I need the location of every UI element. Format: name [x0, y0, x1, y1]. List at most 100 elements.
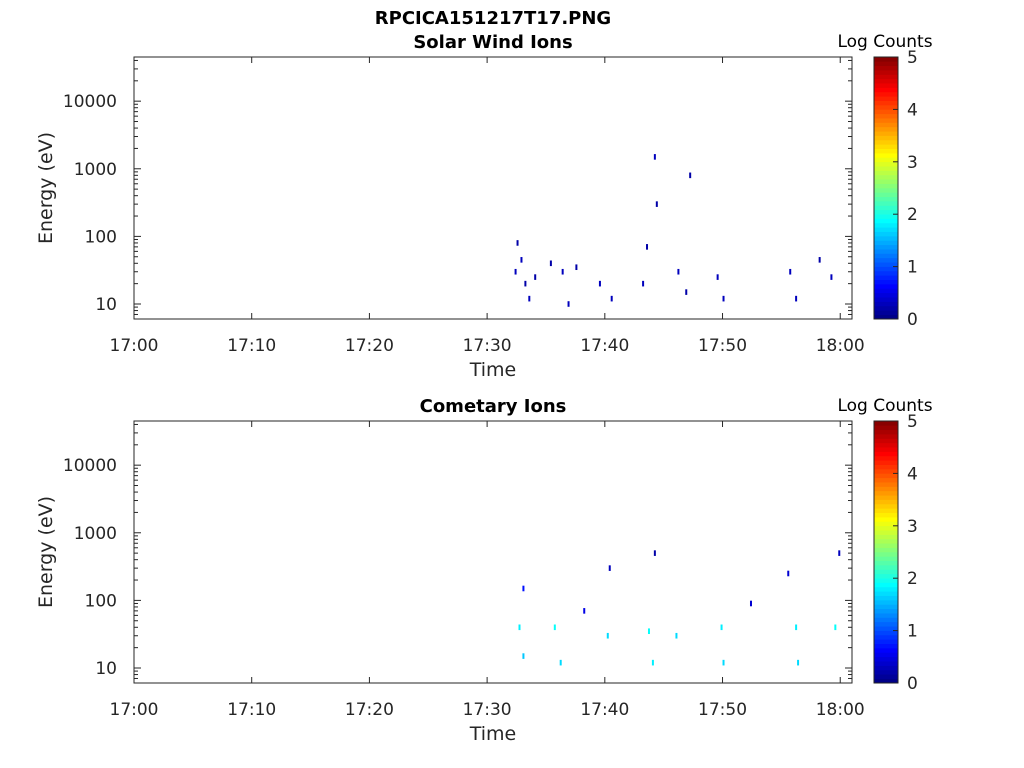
panel-title: Solar Wind Ions: [413, 32, 572, 53]
colorbar-segment: [874, 100, 898, 106]
heatmap-cell: [795, 295, 798, 302]
x-tick-label: 17:10: [227, 700, 276, 720]
heatmap-cell: [689, 172, 692, 179]
colorbar-segment: [874, 612, 898, 618]
colorbar-segment: [874, 122, 898, 128]
colorbar-tick-label: 3: [907, 517, 918, 537]
y-axis-label: Energy (eV): [35, 496, 57, 608]
heatmap-cell: [653, 154, 656, 160]
colorbar-segment: [874, 65, 898, 71]
colorbar-segment: [874, 104, 898, 110]
colorbar-segment: [874, 442, 898, 448]
colorbar-segment: [874, 117, 898, 123]
colorbar-segment: [874, 305, 898, 311]
colorbar-segment: [874, 521, 898, 527]
colorbar-segment: [874, 538, 898, 544]
colorbar-segment: [874, 196, 898, 202]
colorbar-segment: [874, 617, 898, 623]
heatmap-cell: [720, 624, 723, 631]
colorbar-segment: [874, 477, 898, 483]
colorbar-segment: [874, 429, 898, 435]
colorbar-segment: [874, 78, 898, 84]
colorbar-segment: [874, 451, 898, 457]
heatmap-cell: [516, 240, 519, 246]
heatmap-cells: [514, 154, 833, 307]
colorbar-tick-label: 5: [907, 412, 918, 432]
colorbar-segment: [874, 309, 898, 315]
colorbar-segment: [874, 534, 898, 540]
colorbar-segment: [874, 639, 898, 644]
colorbar-segment: [874, 270, 898, 276]
x-tick-label: 17:50: [698, 700, 747, 720]
heatmap-cell: [651, 659, 654, 666]
x-axis-label: Time: [469, 723, 517, 745]
colorbar-segment: [874, 503, 898, 509]
colorbar-segment: [874, 113, 898, 119]
colorbar-segment: [874, 165, 898, 171]
heatmap-cell: [559, 659, 562, 666]
colorbar-segment: [874, 490, 898, 496]
colorbar-segment: [874, 235, 898, 241]
colorbar-segment: [874, 174, 898, 180]
colorbar-segment: [874, 569, 898, 575]
heatmap-cell: [567, 301, 570, 307]
colorbar-segment: [874, 604, 898, 610]
colorbar-segment: [874, 61, 898, 67]
colorbar-segment: [874, 499, 898, 505]
heatmap-cell: [830, 274, 833, 280]
colorbar-segment: [874, 244, 898, 250]
heatmap-cell: [606, 632, 609, 639]
colorbar-segment: [874, 178, 898, 184]
colorbar-tick-label: 1: [907, 622, 918, 642]
colorbar-segment: [874, 152, 898, 158]
colorbar-tick-label: 1: [907, 258, 918, 278]
figure-title: RPCICA151217T17.PNG: [375, 8, 611, 29]
colorbar-segment: [874, 634, 898, 640]
colorbar: 0 1 2 3 4 5: [873, 48, 918, 330]
colorbar-segment: [874, 678, 898, 684]
x-tick-label: 17:30: [463, 336, 512, 356]
colorbar-segment: [874, 157, 898, 163]
x-tick-label: 18:00: [816, 336, 865, 356]
panel-solar-wind: Solar Wind Ions Time Energy (eV) Log Cou…: [35, 32, 933, 381]
colorbar-segment: [874, 192, 898, 198]
colorbar-segment: [874, 455, 898, 461]
plot-area-frame: [133, 56, 853, 320]
colorbar-segment: [874, 82, 898, 88]
colorbar-tick-label: 4: [907, 100, 918, 120]
panel-cometary: Cometary Ions Time Energy (eV) Log Count…: [35, 396, 933, 745]
heatmap-cell: [655, 201, 658, 207]
colorbar-segment: [874, 556, 898, 562]
heatmap-cell: [561, 268, 564, 275]
colorbar-tick-label: 3: [907, 153, 918, 173]
heatmap-cell: [818, 257, 821, 263]
heatmap-cell: [522, 653, 525, 659]
heatmap-cell: [795, 624, 798, 631]
y-tick-label: 10000: [63, 92, 117, 112]
y-tick-label: 1000: [74, 160, 117, 180]
colorbar-segment: [874, 573, 898, 579]
colorbar-segment: [874, 253, 898, 259]
colorbar-segment: [874, 542, 898, 548]
colorbar-segment: [874, 227, 898, 232]
colorbar-segment: [874, 288, 898, 294]
heatmap-cell: [514, 268, 517, 275]
colorbar-segment: [874, 96, 898, 101]
colorbar-segment: [874, 425, 898, 431]
x-tick-label: 17:10: [227, 336, 276, 356]
colorbar-segment: [874, 126, 898, 132]
heatmap-cell: [575, 264, 578, 271]
colorbar-segment: [874, 240, 898, 246]
colorbar-segment: [874, 625, 898, 631]
colorbar-segment: [874, 130, 898, 136]
colorbar-segment: [874, 69, 898, 75]
x-tick-label: 17:40: [580, 700, 629, 720]
x-tick-label: 17:50: [698, 336, 747, 356]
colorbar-segment: [874, 446, 898, 452]
colorbar-tick-label: 0: [907, 310, 918, 330]
y-tick-label: 1000: [74, 524, 117, 544]
heatmap-cell: [722, 295, 725, 302]
heatmap-cells: [518, 550, 841, 666]
heatmap-cell: [675, 632, 678, 639]
x-axis-label: Time: [469, 359, 517, 381]
